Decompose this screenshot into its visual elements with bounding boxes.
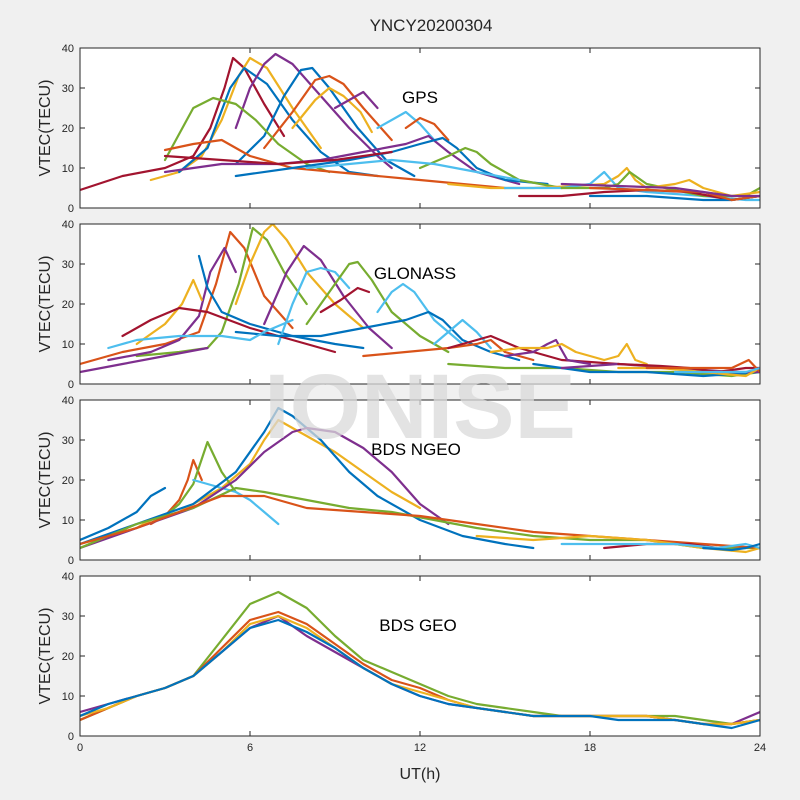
series-line-13 [107,318,294,350]
series-line-11 [163,138,507,190]
series-line-11 [121,306,337,354]
series-line-25 [673,366,760,374]
series-line-14 [433,318,492,350]
series-line-6 [291,86,373,134]
series-line-4 [135,278,203,346]
y-tick-label: 30 [62,611,74,623]
x-tick-label: 12 [414,742,426,754]
x-axis-label: UT(h) [400,766,441,783]
series-line-3 [163,440,237,518]
x-tick-label: 24 [754,742,766,754]
series-line-9 [319,286,371,314]
panel-label: GLONASS [374,264,456,283]
series-line-7 [277,266,351,346]
series-line-18 [489,342,648,366]
panel-label: BDS GEO [379,616,456,635]
y-tick-label: 20 [62,123,74,135]
series-line-15 [362,338,535,362]
plot-area [80,576,760,736]
series-line-24 [560,182,760,198]
series-line-0 [80,486,167,542]
y-tick-label: 0 [68,731,74,743]
panel-0: 0 10 20 30 40 VTEC(TECU) GPS [37,43,761,215]
series-line-9 [376,110,436,142]
y-tick-label: 10 [62,691,74,703]
y-tick-label: 10 [62,515,74,527]
y-tick-label: 30 [62,259,74,271]
series-line-10 [376,282,464,346]
panel-1: 0 10 20 30 40 VTEC(TECU) GLONASS [37,219,761,391]
y-tick-label: 20 [62,651,74,663]
y-tick-label: 0 [68,555,74,567]
panel-3: 0 10 20 30 40 0 6 12 18 24 VTEC(TECU) BDS GEO [37,571,766,754]
series-group [80,406,760,554]
x-tick-label: 0 [77,742,83,754]
series-line-23 [617,362,760,374]
series-line-8 [305,260,450,354]
y-tick-label: 40 [62,395,74,407]
series-line-0 [80,230,294,366]
y-tick-label: 40 [62,219,74,231]
y-tick-label: 30 [62,435,74,447]
y-axis-label: VTEC(TECU) [37,80,54,177]
x-tick-label: 6 [247,742,253,754]
y-tick-label: 40 [62,43,74,55]
series-line-26 [80,346,209,374]
y-tick-label: 0 [68,203,74,215]
series-group [80,224,760,378]
series-line-12 [702,542,760,552]
series-line-10 [475,534,760,554]
series-line-12 [234,310,521,362]
series-line-24 [645,358,760,374]
y-tick-label: 20 [62,475,74,487]
series-line-16 [163,150,393,166]
series-line-10 [404,116,450,142]
x-tick-label: 18 [584,742,596,754]
series-line-11 [560,542,760,550]
series-group [80,590,760,730]
series-line-4 [80,618,760,730]
y-tick-label: 10 [62,163,74,175]
y-axis-label: VTEC(TECU) [37,432,54,529]
plot-area [80,48,760,208]
series-line-12 [163,134,521,186]
series-line-17 [503,338,592,366]
series-line-4 [192,478,280,526]
y-tick-label: 0 [68,379,74,391]
y-axis-label: VTEC(TECU) [37,608,54,705]
panels-group: 0 10 20 30 40 VTEC(TECU) GPS 0 10 20 30 40 VTEC(TECU… [37,43,766,754]
series-group [80,52,760,202]
y-tick-label: 20 [62,299,74,311]
plot-area [80,224,760,384]
series-line-15 [305,158,521,182]
series-line-3 [234,52,393,170]
panel-label: BDS NGEO [371,440,461,459]
y-axis-label: VTEC(TECU) [37,256,54,353]
series-line-7 [163,96,331,174]
panel-label: GPS [402,88,438,107]
series-line-3 [107,246,237,362]
y-tick-label: 10 [62,339,74,351]
series-line-5 [197,254,365,350]
series-line-0 [80,56,286,192]
panel-2: 0 10 20 30 40 VTEC(TECU) BDS NGEO [37,395,761,567]
watermark-text: IONISE [264,356,576,458]
series-line-2 [234,224,365,330]
y-tick-label: 30 [62,83,74,95]
series-line-8 [333,90,379,110]
y-tick-label: 40 [62,571,74,583]
series-line-5 [263,74,393,150]
chart-title: YNCY20200304 [370,16,493,35]
